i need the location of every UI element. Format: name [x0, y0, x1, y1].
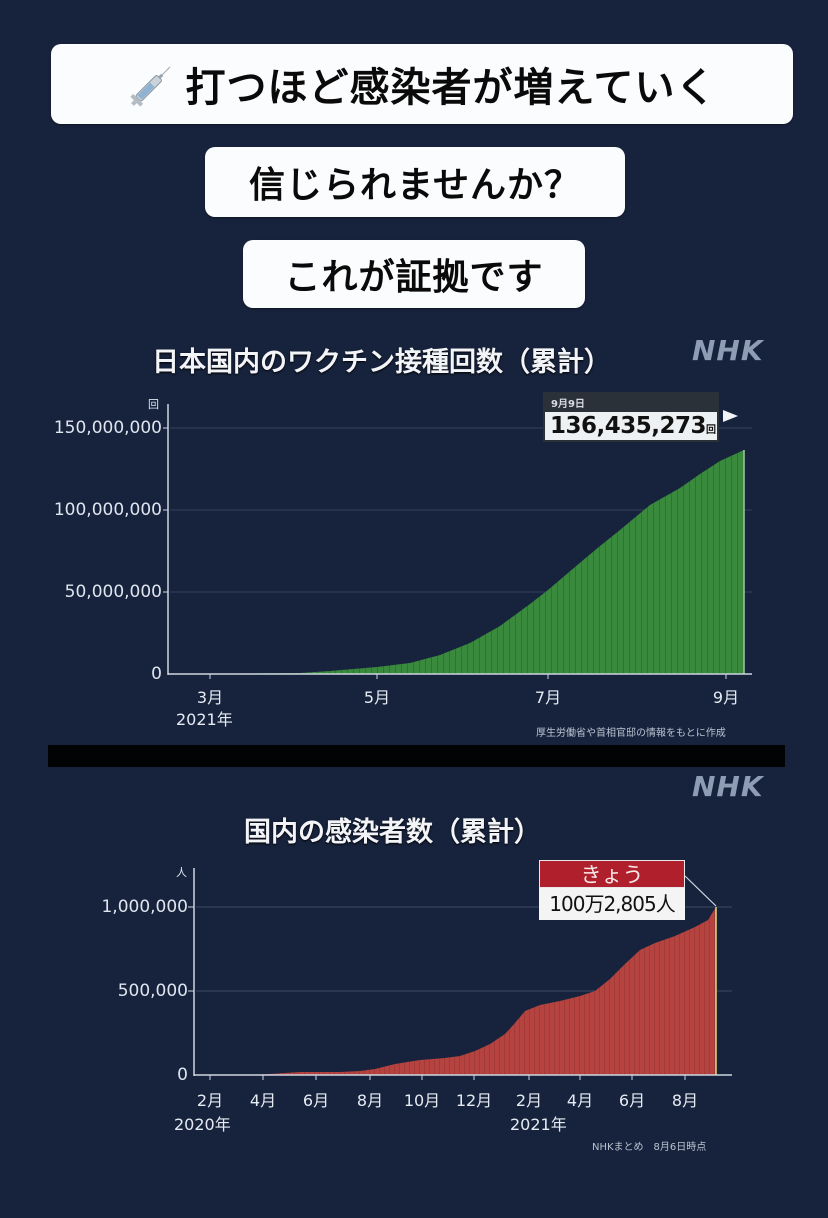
- infection-y-tick-1m: 1,000,000: [101, 897, 188, 917]
- evidence-banner: これが証拠です: [243, 240, 585, 308]
- infection-y-tick-0: 0: [177, 1065, 188, 1085]
- question-banner: 信じられませんか？: [205, 147, 625, 217]
- vaccine-source-note: 厚生労働省や首相官邸の情報をもとに作成: [536, 728, 726, 739]
- callout-pointer: [723, 410, 738, 422]
- vaccine-callout: 9月9日 136,435,273回: [543, 392, 719, 442]
- callout-value: 136,435,273: [550, 413, 707, 439]
- infection-x-year-2020: 2020年: [174, 1115, 231, 1134]
- vaccine-y-tick-100m: 100,000,000: [53, 500, 162, 520]
- headline-banner: 打つほど感染者が増えていく: [51, 44, 793, 124]
- nhk-logo: NHK: [692, 770, 764, 803]
- infection-chart-title: 国内の感染者数（累計）: [244, 817, 541, 848]
- infection-y-tick-500k: 500,000: [117, 981, 188, 1001]
- vaccine-y-tick-0: 0: [151, 664, 162, 684]
- vaccine-y-unit: 回: [148, 398, 159, 411]
- vaccine-area: [170, 450, 744, 674]
- infection-area: [196, 907, 716, 1075]
- infection-x-tick: 4月: [249, 1091, 277, 1110]
- vaccine-y-tick-150m: 150,000,000: [53, 418, 162, 438]
- callout-value-box: 136,435,273回: [545, 412, 717, 440]
- evidence-text: これが証拠です: [284, 257, 544, 298]
- callout-leader: [684, 875, 717, 907]
- infection-x-tick: 8月: [671, 1091, 699, 1110]
- infection-y-unit: 人: [176, 866, 187, 879]
- infection-x-tick: 2月: [515, 1091, 543, 1110]
- vaccine-x-tick: 9月: [712, 688, 740, 707]
- callout-unit: 回: [706, 425, 716, 436]
- vaccine-x-tick: 3月: [196, 688, 224, 707]
- infection-x-tick: 6月: [618, 1091, 646, 1110]
- question-text: 信じられませんか？: [249, 165, 581, 206]
- syringe-icon: [129, 66, 170, 107]
- vaccine-x-tick: 5月: [363, 688, 391, 707]
- headline-text: 打つほど感染者が増えていく: [185, 65, 717, 111]
- divider-bar: [48, 745, 785, 767]
- infection-source-note: NHKまとめ 8月6日時点: [592, 1142, 707, 1153]
- infection-x-tick: 2月: [196, 1091, 224, 1110]
- callout-today-label: きょう: [539, 860, 685, 888]
- infection-callout: きょう 100万2,805人: [539, 860, 685, 926]
- callout-date: 9月9日: [551, 399, 585, 410]
- infection-x-tick: 6月: [302, 1091, 330, 1110]
- vaccine-y-tick-50m: 50,000,000: [64, 582, 162, 602]
- vaccine-x-tick: 7月: [534, 688, 562, 707]
- vaccine-x-year: 2021年: [176, 710, 233, 729]
- infection-x-tick: 4月: [566, 1091, 594, 1110]
- callout-today-value: 100万2,805人: [539, 888, 685, 920]
- vaccine-chart-title: 日本国内のワクチン接種回数（累計）: [152, 347, 611, 378]
- infection-x-tick: 10月: [403, 1091, 441, 1110]
- infection-x-tick: 12月: [455, 1091, 493, 1110]
- infection-x-year-2021: 2021年: [510, 1115, 567, 1134]
- nhk-logo: NHK: [692, 334, 764, 367]
- infection-x-tick: 8月: [356, 1091, 384, 1110]
